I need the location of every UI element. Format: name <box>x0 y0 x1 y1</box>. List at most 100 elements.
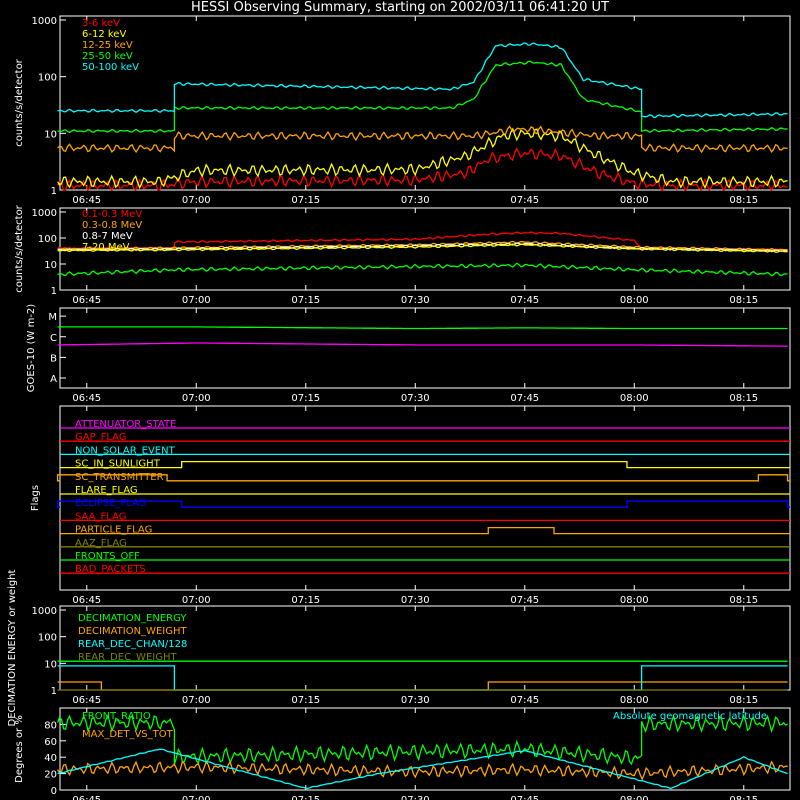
series-line-goes-long <box>57 326 788 330</box>
x-tick-label: 07:45 <box>510 595 539 606</box>
x-tick-label: 06:45 <box>72 393 101 404</box>
y-axis-label: Degrees or % <box>14 715 25 783</box>
x-tick-label: 06:45 <box>72 595 101 606</box>
y-tick-label: B <box>50 353 57 364</box>
flag-label: BAD_PACKETS <box>75 564 146 575</box>
flag-label: FLARE_FLAG <box>75 485 138 496</box>
y-tick-label: 100 <box>38 73 57 84</box>
legend-entry: 0.1-0.3 MeV <box>82 209 142 220</box>
series-line-0-8-7-mev <box>57 242 788 253</box>
legend-entry: 50-100 keV <box>82 62 139 73</box>
series-line-rear-dec-chan-128 <box>57 665 788 691</box>
panel-frame <box>59 307 791 389</box>
x-tick-label: 06:45 <box>72 195 101 206</box>
legend-entry: Absolute geomagnetic latitude <box>613 711 767 722</box>
y-tick-label: M <box>48 312 57 323</box>
x-tick-label: 08:00 <box>620 695 649 706</box>
x-tick-label: 07:30 <box>401 393 430 404</box>
legend-entry: 7-20 MeV <box>82 242 130 253</box>
x-tick-label: 06:45 <box>72 795 101 800</box>
series-line-decimation-weight <box>57 681 788 691</box>
series-line-7-20-mev <box>57 243 788 253</box>
x-tick-label: 07:00 <box>182 195 211 206</box>
x-tick-label: 07:45 <box>510 795 539 800</box>
y-tick-label: 10 <box>44 659 57 670</box>
x-tick-label: 06:45 <box>72 295 101 306</box>
x-tick-label: 08:00 <box>620 295 649 306</box>
x-tick-label: 07:15 <box>291 295 320 306</box>
x-tick-label: 07:30 <box>401 795 430 800</box>
x-tick-label: 08:15 <box>729 393 758 404</box>
page-title: HESSI Observing Summary, starting on 200… <box>191 0 609 15</box>
y-tick-label: A <box>50 374 57 385</box>
y-tick-label: 1 <box>51 286 57 297</box>
legend-entry: REAR_DEC_WEIGHT <box>78 652 177 663</box>
flag-label: ECLIPSE_FLAG <box>75 498 146 509</box>
series-line-goes-short <box>57 342 788 347</box>
x-tick-label: 07:30 <box>401 595 430 606</box>
legend-entry: DECIMATION_ENERGY <box>78 613 187 624</box>
flag-label: NON_SOLAR_EVENT <box>75 445 176 456</box>
y-tick-label: 1 <box>51 186 57 197</box>
y-axis-label: Flags <box>30 485 41 511</box>
y-axis-label: counts/s/detector <box>14 204 25 292</box>
x-tick-label: 08:15 <box>729 295 758 306</box>
y-axis-label: DECIMATION ENERGY or weight <box>7 569 18 726</box>
flag-label: GAP_FLAG <box>75 432 127 443</box>
legend-entry: 0.8-7 MeV <box>82 231 133 242</box>
x-tick-label: 07:15 <box>291 393 320 404</box>
x-tick-label: 07:45 <box>510 695 539 706</box>
flag-label: ATTENUATOR_STATE <box>75 419 176 430</box>
x-tick-label: 06:45 <box>72 695 101 706</box>
x-tick-label: 07:15 <box>291 195 320 206</box>
y-tick-label: 0 <box>51 786 57 797</box>
series-line-max-det-vs-tot <box>57 759 788 781</box>
legend-entry: 12-25 keV <box>82 40 133 51</box>
x-tick-label: 08:15 <box>729 595 758 606</box>
x-tick-label: 07:30 <box>401 295 430 306</box>
y-tick-label: 1000 <box>32 208 57 219</box>
flag-label: AAZ_FLAG <box>75 538 127 549</box>
series-line-3-6-kev <box>57 146 788 192</box>
y-tick-label: 10 <box>44 260 57 271</box>
flag-label: SAA_FLAG <box>75 511 126 522</box>
series-line-12-25-kev <box>57 125 788 154</box>
legend-entry: REAR_DEC_CHAN/128 <box>78 639 187 650</box>
x-tick-label: 07:00 <box>182 695 211 706</box>
flag-line-sc-transmitter <box>56 474 790 482</box>
flag-line-eclipse-flag <box>56 500 790 508</box>
series-line-6-12-kev <box>57 127 788 190</box>
x-tick-label: 07:45 <box>510 295 539 306</box>
legend-entry: FRONT_RATIO <box>82 711 151 722</box>
x-tick-label: 07:15 <box>291 795 320 800</box>
y-tick-label: 1 <box>51 686 57 697</box>
x-tick-label: 08:00 <box>620 393 649 404</box>
x-tick-label: 07:30 <box>401 695 430 706</box>
flag-line-sc-in-sunlight <box>60 460 790 469</box>
legend-entry: 3-6 keV <box>82 18 120 29</box>
y-tick-label: 100 <box>38 234 57 245</box>
legend-entry: MAX_DET_VS_TOT <box>82 729 174 740</box>
y-tick-label: 1000 <box>32 606 57 617</box>
y-tick-label: 20 <box>44 770 57 781</box>
x-tick-label: 07:00 <box>182 393 211 404</box>
y-tick-label: 10 <box>44 129 57 140</box>
panel-frame <box>59 15 791 191</box>
flag-label: PARTICLE_FLAG <box>75 525 152 536</box>
legend-entry: DECIMATION_WEIGHT <box>78 626 187 637</box>
x-tick-label: 08:15 <box>729 695 758 706</box>
series-line-background <box>57 262 788 277</box>
x-tick-label: 07:00 <box>182 295 211 306</box>
x-tick-label: 08:15 <box>729 195 758 206</box>
series-line-50-100-kev <box>57 42 788 118</box>
flag-label: FRONTS_OFF <box>75 551 140 562</box>
y-tick-label: 40 <box>44 753 57 764</box>
series-line-absolute-geomagnetic-latitude <box>57 748 788 790</box>
x-tick-label: 07:15 <box>291 595 320 606</box>
x-tick-label: 08:00 <box>620 795 649 800</box>
series-line-front-ratio <box>56 713 788 766</box>
y-tick-label: C <box>50 333 57 344</box>
y-axis-label: counts/s/detector <box>14 58 25 146</box>
x-tick-label: 07:00 <box>182 795 211 800</box>
